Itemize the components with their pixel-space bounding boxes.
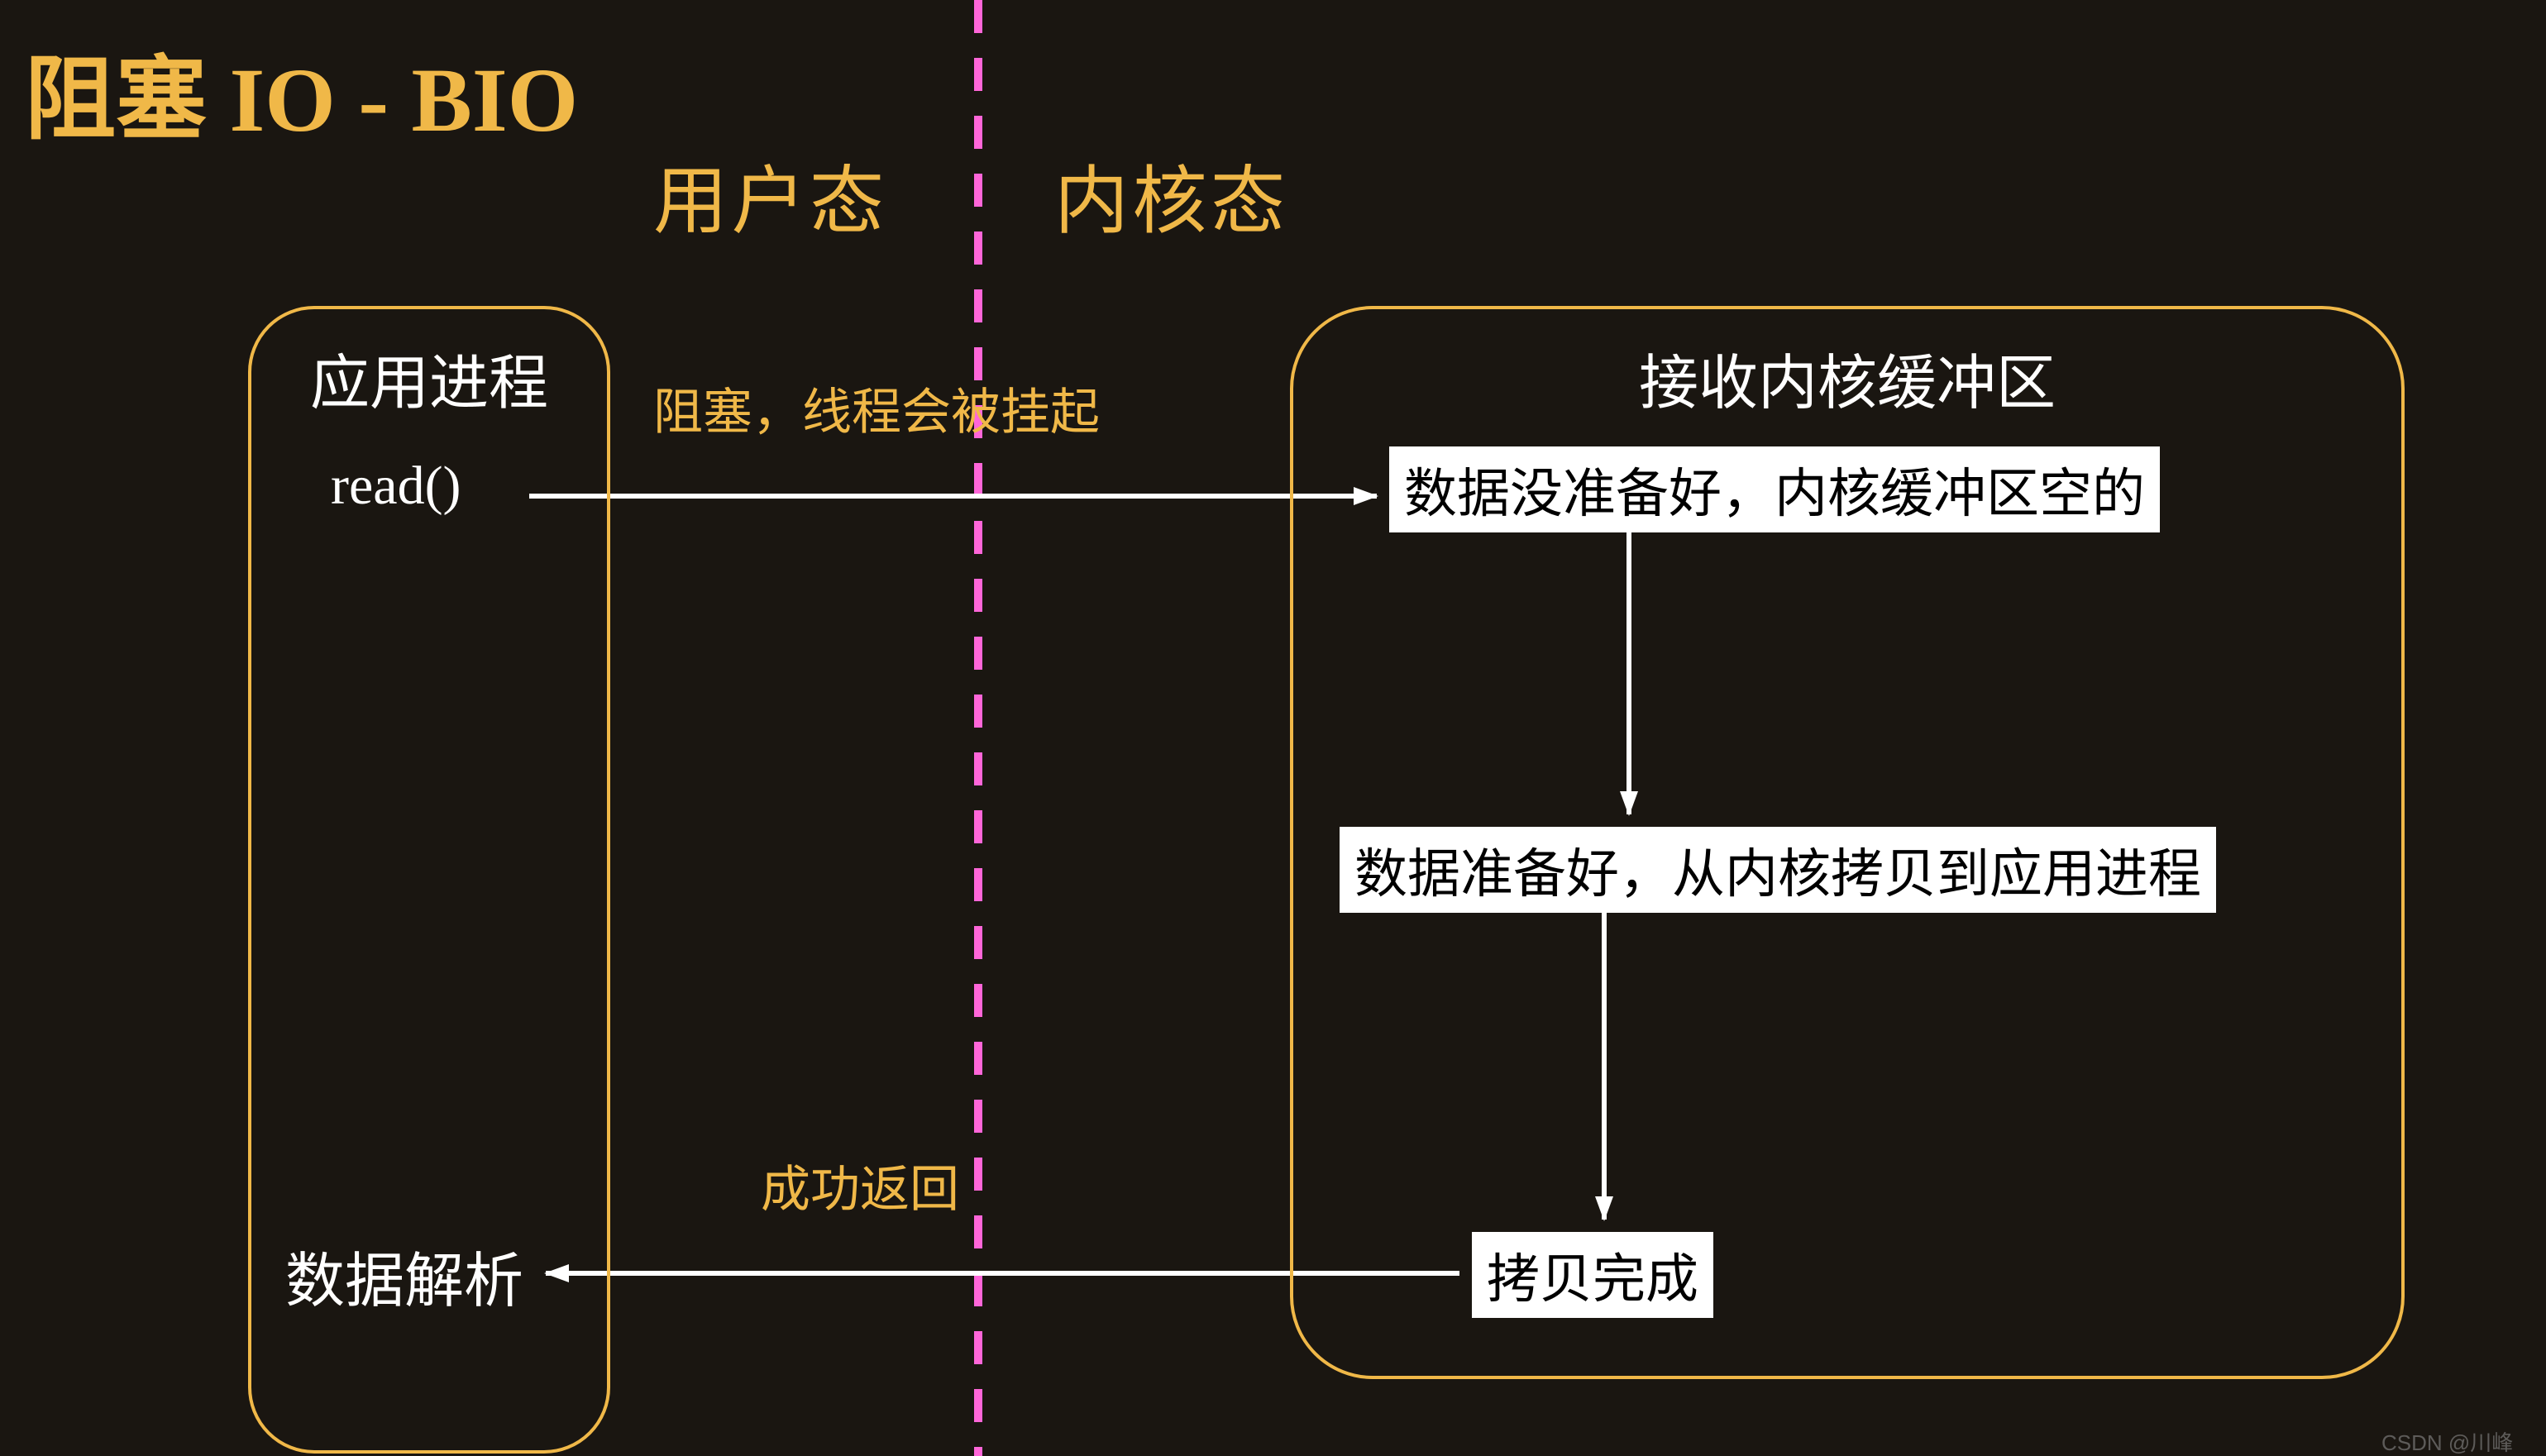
user-mode-label: 用户态 bbox=[653, 141, 888, 248]
data-not-ready-node: 数据没准备好，内核缓冲区空的 bbox=[1389, 446, 2160, 532]
edge-label-blocked: 阻塞，线程会被挂起 bbox=[653, 372, 1100, 444]
csdn-watermark: CSDN @川峰 bbox=[2381, 1426, 2513, 1456]
read-call-node: read() bbox=[331, 455, 461, 518]
diagram-stage: 阻塞 IO - BIO 用户态 内核态 应用进程 接收内核缓冲区 read() … bbox=[0, 0, 2546, 1456]
app-process-panel-title: 应用进程 bbox=[310, 334, 548, 421]
diagram-title: 阻塞 IO - BIO bbox=[25, 25, 578, 157]
kernel-buffer-panel-title: 接收内核缓冲区 bbox=[1639, 334, 2056, 421]
copy-done-node: 拷贝完成 bbox=[1472, 1232, 1713, 1318]
edge-label-return: 成功返回 bbox=[761, 1149, 959, 1221]
data-ready-node: 数据准备好，从内核拷贝到应用进程 bbox=[1340, 827, 2216, 913]
data-parse-node: 数据解析 bbox=[285, 1232, 523, 1319]
kernel-mode-label: 内核态 bbox=[1054, 141, 1289, 248]
